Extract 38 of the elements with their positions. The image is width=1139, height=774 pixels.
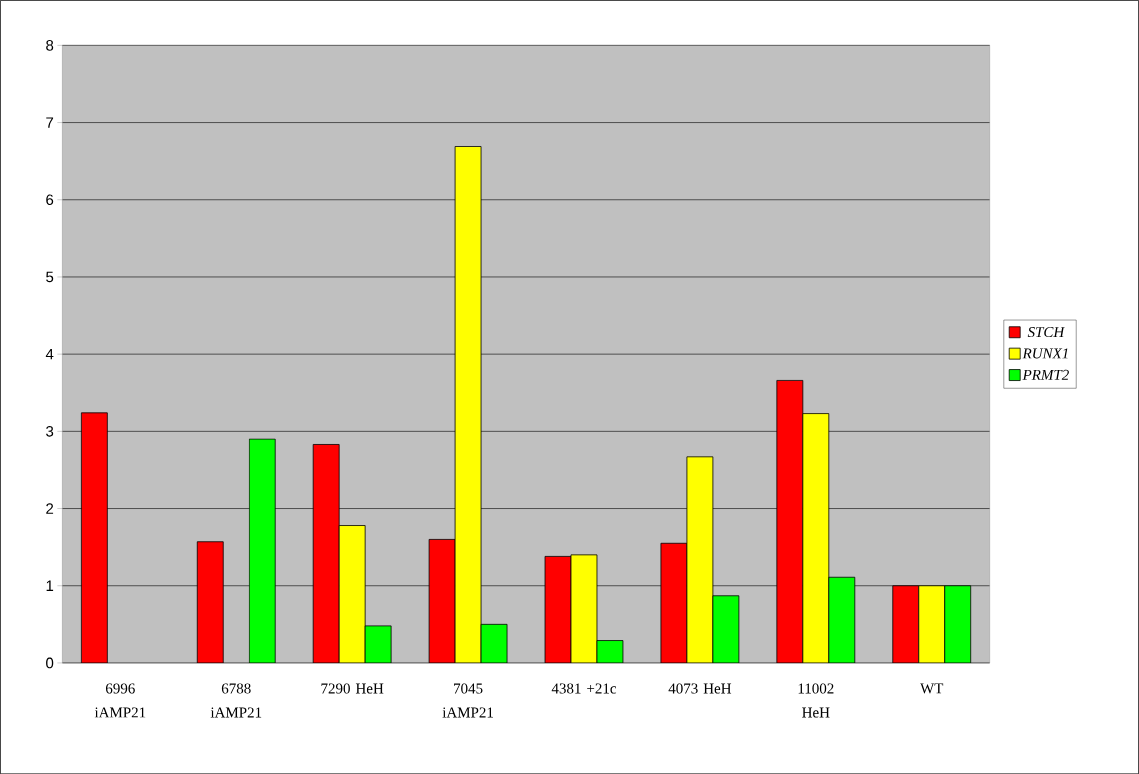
y-tick-label: 0 xyxy=(46,657,54,669)
bar xyxy=(660,542,688,663)
y-tick-label: 7 xyxy=(46,117,54,128)
x-tick-label: 7290 HeH xyxy=(321,683,384,694)
y-tick-label: 3 xyxy=(46,425,54,437)
y-tick-label: 6 xyxy=(46,194,54,205)
y-tick-label: 5 xyxy=(46,271,54,283)
bar xyxy=(544,555,572,663)
x-tick-label: 4073 HeH xyxy=(668,683,732,694)
bar xyxy=(712,595,740,663)
x-tick-label: 4381 +21c xyxy=(551,683,617,694)
y-tick-label: 2 xyxy=(46,503,54,514)
x-tick-label: 11002 HeH xyxy=(798,683,834,718)
bar xyxy=(828,577,855,663)
y-tick-label: 1 xyxy=(46,580,54,591)
bar xyxy=(248,438,276,663)
bar xyxy=(196,541,224,663)
legend-label: PRMT2 xyxy=(1022,369,1069,380)
bar xyxy=(338,525,366,663)
x-tick-label: 6788 iAMP21 xyxy=(210,683,262,718)
bar xyxy=(686,456,714,663)
bar xyxy=(944,585,972,663)
bar xyxy=(428,538,456,663)
y-tick-label: 8 xyxy=(46,39,54,51)
bar xyxy=(776,380,803,663)
bar xyxy=(892,585,920,663)
legend-label: RUNX1 xyxy=(1022,348,1068,359)
y-tick-label: 4 xyxy=(45,348,54,360)
bar xyxy=(802,413,829,663)
bar xyxy=(454,145,482,663)
bar xyxy=(312,443,340,663)
bar xyxy=(918,585,946,663)
legend-label: STCH xyxy=(1027,326,1065,337)
bar xyxy=(570,554,598,663)
x-tick-label: 6996 iAMP21 xyxy=(94,683,146,718)
bar xyxy=(80,412,108,663)
x-tick-label: WT xyxy=(920,683,944,694)
x-tick-label: 7045 iAMP21 xyxy=(442,683,493,718)
